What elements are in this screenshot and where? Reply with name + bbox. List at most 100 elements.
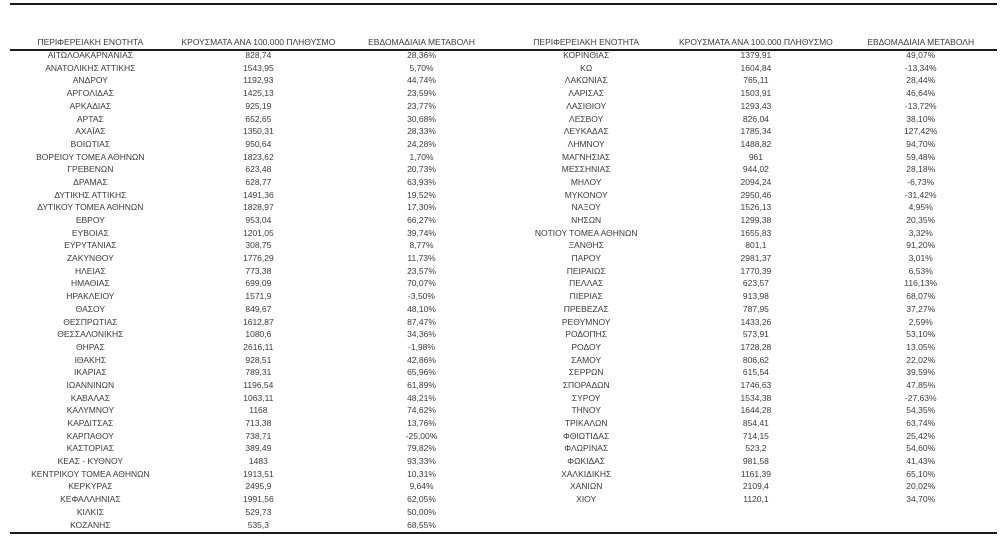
weekly-change-cell: 53,10%	[906, 329, 936, 340]
cases-per-100k-cell: 1913,51	[242, 468, 274, 479]
cases-per-100k-cell: 826,04	[742, 113, 769, 124]
region-cell: ΘΕΣΠΡΩΤΙΑΣ	[63, 316, 118, 327]
cases-per-100k-cell: 953,04	[245, 215, 272, 226]
table-row: ΚΩ 1604,84 -13,34%	[505, 62, 997, 75]
table-row: ΑΝΑΤΟΛΙΚΗΣ ΑΤΤΙΚΗΣ 1543,95 5,70%	[10, 62, 497, 75]
table-row: ΘΕΣΠΡΩΤΙΑΣ 1612,87 87,47%	[10, 315, 497, 328]
table-row: ΚΑΡΔΙΤΣΑΣ 713,38 13,76%	[10, 417, 497, 430]
cases-per-100k-cell: 1201,05	[242, 227, 274, 238]
weekly-change-cell: 50,00%	[407, 506, 436, 517]
cases-per-100k-cell: 1120,1	[743, 494, 769, 505]
table-row: ΓΡΕΒΕΝΩΝ 623,48 20,73%	[10, 163, 497, 176]
cases-per-100k-cell: 773,38	[245, 265, 272, 276]
cases-per-100k-cell: 1161,39	[740, 468, 771, 479]
table-row: ΞΑΝΘΗΣ 801,1 91,20%	[505, 239, 997, 252]
region-cell: ΧΑΝΙΩΝ	[570, 481, 603, 492]
table-row: ΝΗΣΩΝ 1299,38 20,35%	[505, 214, 997, 227]
table-row: ΑΡΓΟΛΙΔΑΣ 1425,13 23,59%	[10, 87, 497, 100]
weekly-change-cell: 59,48%	[906, 151, 936, 162]
cases-per-100k-cell: 1785,34	[740, 126, 772, 137]
table-row: ΚΕΦΑΛΛΗΝΙΑΣ 1991,56 62,05%	[10, 493, 497, 506]
table-row: ΛΑΣΙΘΙΟΥ 1293,43 -13,72%	[505, 100, 997, 113]
region-cell: ΑΡΤΑΣ	[76, 113, 104, 124]
table-row: ΜΑΓΝΗΣΙΑΣ 961 59,48%	[505, 151, 997, 164]
cases-per-100k-cell: 615,54	[742, 367, 769, 378]
region-cell: ΙΚΑΡΙΑΣ	[74, 367, 107, 378]
region-cell: ΜΕΣΣΗΝΙΑΣ	[561, 164, 611, 175]
table-row: ΠΕΙΡΑΙΩΣ 1770,39 6,53%	[505, 265, 997, 278]
cases-per-100k-cell: 1293,43	[740, 100, 772, 111]
table-row: ΡΟΔΟΥ 1728,28 13,05%	[505, 341, 997, 354]
region-cell: ΛΕΣΒΟΥ	[569, 113, 604, 124]
cases-per-100k-cell: 523,2	[745, 443, 767, 454]
weekly-change-cell: 4,95%	[908, 202, 933, 213]
weekly-change-cell: 2,59%	[908, 316, 933, 327]
cases-per-100k-cell: 854,41	[742, 418, 769, 429]
weekly-change-cell: 62,05%	[407, 494, 436, 505]
cases-per-100k-cell: 961	[748, 151, 763, 162]
region-cell: ΣΕΡΡΩΝ	[568, 367, 604, 378]
cases-per-100k-cell: 1433,26	[740, 316, 772, 327]
cases-per-100k-cell: 1612,87	[242, 316, 274, 327]
cases-per-100k-cell: 1604,84	[740, 62, 772, 73]
cases-per-100k-cell: 789,31	[245, 367, 272, 378]
table-row: ΔΡΑΜΑΣ 628,77 63,93%	[10, 176, 497, 189]
cases-per-100k-cell: 1080,6	[245, 329, 272, 340]
weekly-change-cell: -6,73%	[907, 176, 935, 187]
table-row: ΙΚΑΡΙΑΣ 789,31 65,96%	[10, 366, 497, 379]
weekly-change-cell: 23,59%	[407, 88, 436, 99]
table-row: ΔΥΤΙΚΟΥ ΤΟΜΕΑ ΑΘΗΝΩΝ 1828,97 17,30%	[10, 201, 497, 214]
cases-per-100k-cell: 1571,9	[245, 291, 272, 302]
table-row: ΛΑΚΩΝΙΑΣ 765,11 28,44%	[505, 74, 997, 87]
table-row: ΒΟΡΕΙΟΥ ΤΟΜΕΑ ΑΘΗΝΩΝ 1823,62 1,70%	[10, 151, 497, 164]
cases-per-100k-cell: 1655,83	[740, 227, 772, 238]
region-cell: ΦΩΚΙΔΑΣ	[567, 456, 606, 467]
table-row: ΒΟΙΩΤΙΑΣ 950,64 24,28%	[10, 138, 497, 151]
cases-per-100k-cell: 928,51	[245, 354, 272, 365]
weekly-change-cell: 13,05%	[906, 341, 936, 352]
weekly-change-cell: 5,70%	[409, 62, 434, 73]
weekly-change-cell: -31,42%	[904, 189, 937, 200]
table-row: ΛΕΥΚΑΔΑΣ 1785,34 127,42%	[505, 125, 997, 138]
table-row: ΙΘΑΚΗΣ 928,51 42,86%	[10, 354, 497, 367]
region-cell: ΑΡΓΟΛΙΔΑΣ	[66, 88, 114, 99]
region-cell: ΒΟΙΩΤΙΑΣ	[70, 138, 111, 149]
cases-per-100k-cell: 623,57	[742, 278, 769, 289]
cases-per-100k-cell: 1168	[249, 405, 268, 416]
header-underline	[10, 49, 997, 51]
region-cell: ΝΟΤΙΟΥ ΤΟΜΕΑ ΑΘΗΝΩΝ	[534, 227, 638, 238]
top-border-line	[10, 3, 997, 5]
weekly-change-cell: 19,52%	[407, 189, 436, 200]
region-cell: ΚΕΡΚΥΡΑΣ	[68, 481, 113, 492]
table-row: ΣΠΟΡΑΔΩΝ 1746,63 47,85%	[505, 379, 997, 392]
weekly-change-cell: 39,59%	[906, 367, 936, 378]
table-row: ΚΙΛΚΙΣ 529,73 50,00%	[10, 506, 497, 519]
cases-per-100k-cell: 1425,13	[242, 88, 274, 99]
weekly-change-cell: 44,74%	[407, 75, 436, 86]
table-row: ΚΑΣΤΟΡΙΑΣ 389,49 79,82%	[10, 442, 497, 455]
weekly-change-cell: 116,13%	[904, 278, 938, 289]
weekly-change-cell: 37,27%	[906, 303, 936, 314]
table-row: ΕΥΒΟΙΑΣ 1201,05 39,74%	[10, 227, 497, 240]
cases-per-100k-cell: 738,71	[245, 430, 272, 441]
weekly-change-cell: -13,72%	[904, 100, 937, 111]
region-cell: ΜΑΓΝΗΣΙΑΣ	[562, 151, 611, 162]
region-cell: ΛΑΡΙΣΑΣ	[568, 88, 604, 99]
region-cell: ΞΑΝΘΗΣ	[568, 240, 604, 251]
weekly-change-cell: 34,36%	[407, 329, 436, 340]
cases-per-100k-cell: 308,75	[245, 240, 272, 251]
table-row: ΙΩΑΝΝΙΝΩΝ 1196,54 61,89%	[10, 379, 497, 392]
table-row: ΤΗΝΟΥ 1644,28 54,35%	[505, 404, 997, 417]
region-cell: ΕΥΡΥΤΑΝΙΑΣ	[64, 240, 117, 251]
weekly-change-cell: -25,00%	[405, 430, 438, 441]
weekly-change-cell: 20,02%	[906, 481, 936, 492]
weekly-change-cell: 68,07%	[906, 291, 936, 302]
weekly-change-cell: 63,74%	[906, 418, 936, 429]
weekly-change-cell: 3,32%	[908, 227, 933, 238]
table-row: ΗΡΑΚΛΕΙΟΥ 1571,9 -3,50%	[10, 290, 497, 303]
region-cell: ΡΟΔΟΥ	[571, 341, 601, 352]
weekly-change-cell: 79,82%	[407, 443, 436, 454]
region-cell: ΤΗΝΟΥ	[571, 405, 601, 416]
cases-per-100k-cell: 2109,4	[742, 481, 769, 492]
